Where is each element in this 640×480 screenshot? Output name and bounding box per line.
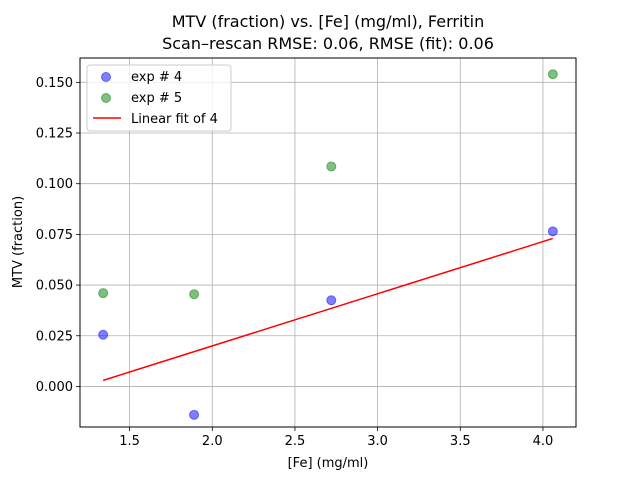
chart-title-line1: MTV (fraction) vs. [Fe] (mg/ml), Ferriti… [172,12,485,31]
x-axis-label: [Fe] (mg/ml) [288,456,369,471]
y-axis-label: MTV (fraction) [11,196,26,288]
x-tick-label: 4.0 [533,434,554,449]
scatter-point-series-0 [326,295,337,306]
x-tick-label: 2.0 [202,434,223,449]
series-layer [98,69,558,420]
y-tick-label: 0.150 [36,76,73,91]
legend-label-exp5: exp # 5 [131,91,182,106]
scatter-point-series-0 [547,226,558,237]
legend-label-fit: Linear fit of 4 [131,112,218,127]
fit-line-series-2 [102,237,554,382]
scatter-point-series-1 [189,289,200,300]
x-tick-label: 2.5 [285,434,306,449]
y-tick-label: 0.100 [36,177,73,192]
x-tick-label: 3.5 [450,434,471,449]
y-tick-label: 0.050 [36,279,73,294]
legend-frame [86,64,232,132]
scatter-point-series-1 [326,161,337,172]
legend-marker-exp5 [101,93,111,103]
chart-title-line2: Scan–rescan RMSE: 0.06, RMSE (fit): 0.06 [162,34,494,53]
y-tick-label: 0.000 [36,380,73,395]
y-tick-label: 0.075 [36,228,73,243]
legend-label-exp4: exp # 4 [131,70,182,85]
x-axis-ticks: 1.5 2.0 2.5 3.0 3.5 4.0 [119,427,553,449]
legend: exp # 4 exp # 5 Linear fit of 4 [86,64,232,132]
x-tick-label: 1.5 [119,434,140,449]
scatter-point-series-1 [98,288,109,299]
plot-area-frame [79,57,577,428]
x-tick-label: 3.0 [367,434,388,449]
legend-marker-exp4 [101,72,111,82]
y-axis-ticks: 0.000 0.025 0.050 0.075 0.100 0.125 0.150 [36,76,80,395]
scatter-point-series-0 [189,409,200,420]
scatter-point-series-0 [98,329,109,340]
y-tick-label: 0.125 [36,127,73,142]
grid-layer [80,58,576,427]
y-tick-label: 0.025 [36,329,73,344]
scatter-point-series-1 [547,69,558,80]
